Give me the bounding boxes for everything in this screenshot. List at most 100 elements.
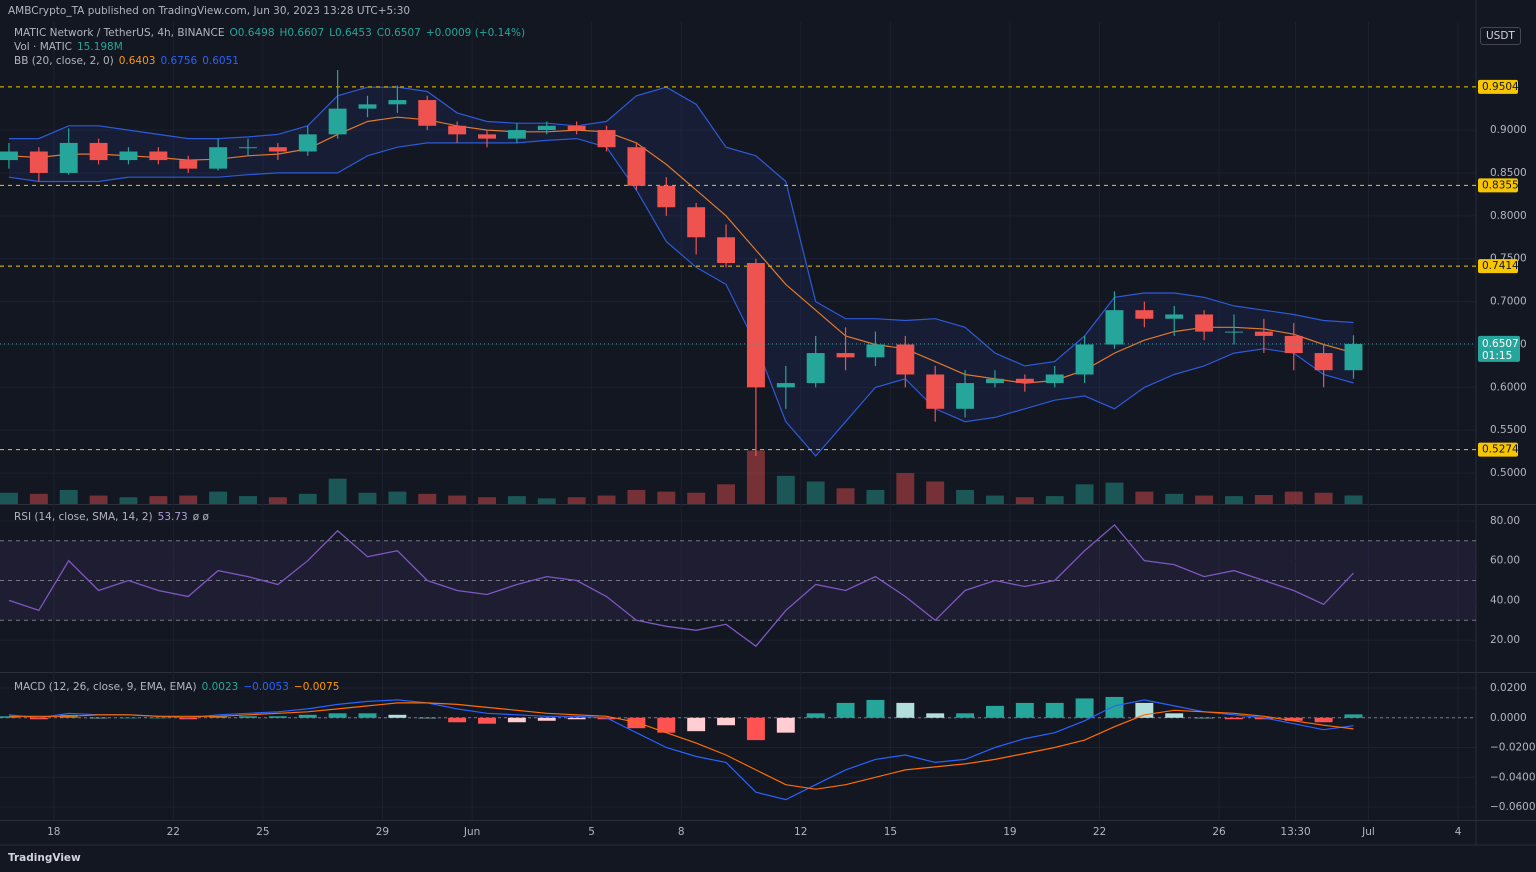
- volume-bar: [537, 498, 556, 504]
- macd-title: MACD (12, 26, close, 9, EMA, EMA): [14, 681, 197, 693]
- histogram-bar: [1225, 717, 1243, 720]
- candle-body: [388, 100, 407, 105]
- signal-line: [9, 702, 1354, 790]
- candle-body: [418, 100, 437, 126]
- volume-legend: Vol · MATIC 15.198M: [14, 40, 128, 54]
- candle-body: [1284, 335, 1303, 354]
- volume-bar: [209, 491, 228, 504]
- publisher: AMBCrypto_TA published on TradingView.co…: [8, 5, 411, 17]
- y-tick-label: 0.6000: [1490, 381, 1527, 393]
- rsi-title: RSI (14, close, SMA, 14, 2): [14, 511, 153, 523]
- histogram-bar: [1015, 702, 1034, 718]
- histogram-bar: [448, 717, 467, 723]
- candle-body: [687, 207, 706, 238]
- histogram-bar: [597, 717, 616, 720]
- histogram-bar: [1195, 717, 1214, 719]
- y-tick-label: 0.7000: [1490, 296, 1527, 308]
- ohlc: O0.6498: [229, 27, 275, 39]
- volume-bar: [687, 492, 706, 504]
- x-tick-label: Jun: [463, 826, 480, 838]
- volume-bar: [1015, 497, 1034, 504]
- bb-lower: 0.6051: [202, 55, 239, 67]
- histogram-bar: [149, 717, 168, 719]
- volume-bar: [0, 492, 18, 504]
- candle-body: [239, 147, 257, 149]
- y-tick-label: 60.00: [1490, 555, 1520, 567]
- level-label: 0.7414: [1482, 260, 1519, 272]
- level-label-bg: [1478, 259, 1518, 274]
- y-tick-label: 80.00: [1490, 515, 1520, 527]
- volume-bar: [836, 488, 855, 504]
- candle-body: [657, 185, 676, 208]
- volume-bar: [1195, 495, 1214, 504]
- histogram-bar: [418, 717, 437, 719]
- bb-area: [9, 87, 1354, 456]
- candle-body: [896, 344, 915, 375]
- rsi-value: 53.73: [157, 511, 188, 523]
- x-tick-label: 25: [256, 826, 269, 838]
- histogram-bar: [687, 717, 706, 732]
- bb-lower: [8, 137, 1354, 457]
- macd-legend: MACD (12, 26, close, 9, EMA, EMA) 0.0023 −…: [14, 680, 344, 694]
- histogram-bar: [1165, 713, 1184, 718]
- bb-legend: BB (20, close, 2, 0) 0.6403 0.6756 0.6051: [14, 54, 244, 68]
- candle-body: [926, 374, 945, 409]
- candle-body: [956, 383, 975, 409]
- x-tick-label: Jul: [1361, 826, 1375, 838]
- y-tick-label: 0.0200: [1490, 682, 1527, 694]
- level-label: 0.9504: [1482, 81, 1519, 93]
- volume-bar: [1105, 482, 1124, 504]
- histogram-bar: [507, 717, 526, 723]
- volume-bar: [866, 489, 885, 504]
- candle-body: [1165, 314, 1184, 319]
- change: +0.0009 (+0.14%): [425, 27, 526, 39]
- volume-bar: [358, 492, 377, 504]
- candle-body: [358, 104, 377, 109]
- volume-bar: [776, 475, 795, 504]
- histogram-bar: [89, 717, 108, 719]
- rsi-legend: RSI (14, close, SMA, 14, 2) 53.73 ø ø: [14, 510, 214, 524]
- x-tick-label: 19: [1003, 826, 1016, 838]
- volume-bar: [956, 489, 975, 504]
- candle-body: [1015, 378, 1034, 384]
- volume-bar: [59, 489, 78, 504]
- volume-bar: [507, 496, 526, 504]
- volume-bar: [149, 496, 168, 504]
- candle-body: [627, 147, 646, 186]
- candle-body: [746, 263, 765, 388]
- x-tick-label: 4: [1455, 826, 1462, 838]
- y-tick-label: 0.8000: [1490, 210, 1527, 222]
- candle-body: [298, 134, 317, 152]
- last-price-bg: [1478, 335, 1520, 362]
- volume-bar: [448, 495, 467, 504]
- candle-body: [985, 378, 1004, 384]
- currency[interactable]: USDT: [1480, 27, 1521, 45]
- histogram-bar: [985, 705, 1004, 718]
- volume-bar: [1314, 492, 1333, 504]
- candle-body: [776, 383, 795, 388]
- histogram-bar: [717, 717, 736, 726]
- level-label: 0.8355: [1482, 179, 1519, 191]
- y-tick-label: 20.00: [1490, 634, 1520, 646]
- candle-body: [1075, 344, 1094, 375]
- candle-body: [478, 134, 496, 139]
- candle-body: [89, 142, 108, 161]
- x-tick-label: 8: [678, 826, 685, 838]
- level-label-bg: [1478, 79, 1518, 94]
- candle-body: [866, 344, 885, 358]
- histogram-bar: [179, 717, 198, 720]
- macd-hist-value: 0.0023: [201, 681, 239, 693]
- volume-bar: [597, 495, 616, 504]
- histogram-bar: [1344, 714, 1363, 718]
- signal-value: −0.0075: [293, 681, 340, 693]
- volume-bar: [179, 495, 198, 504]
- histogram-bar: [328, 713, 347, 718]
- volume-bar: [298, 493, 317, 504]
- candle-body: [1314, 353, 1333, 371]
- ohlc: H0.6607: [279, 27, 325, 39]
- level-label-bg: [1478, 442, 1518, 457]
- rsi-line: [8, 523, 1354, 648]
- candle-body: [59, 142, 78, 173]
- volume-bar: [119, 497, 138, 504]
- volume-bar: [1344, 495, 1363, 504]
